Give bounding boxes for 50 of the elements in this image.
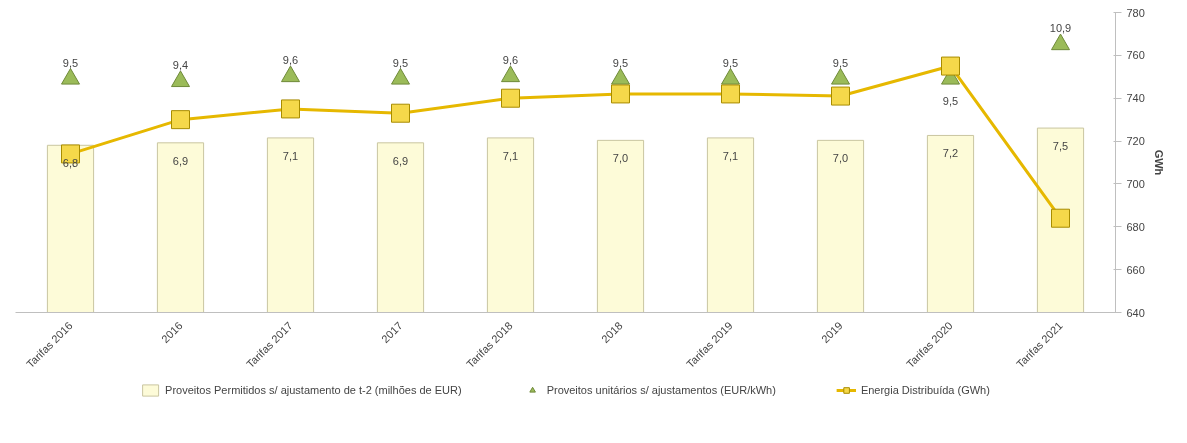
point	[1051, 33, 1070, 51]
data-label: 7,0	[612, 152, 629, 165]
point	[831, 68, 850, 85]
point	[721, 68, 740, 85]
bar	[486, 137, 535, 313]
bar	[926, 134, 975, 313]
point	[171, 70, 190, 88]
point	[391, 68, 410, 85]
data-label: 9,4	[172, 59, 189, 72]
data-label: 9,5	[392, 56, 409, 69]
bar	[1036, 127, 1085, 313]
y2-tick-label: 720	[1126, 135, 1145, 148]
legend-label: Proveitos unitários s/ ajustamentos (EUR/kWh)	[546, 383, 776, 397]
point	[611, 68, 630, 85]
y2-axis-title: GWh	[1152, 149, 1165, 176]
y2-tick-label: 760	[1126, 49, 1145, 62]
data-label: 6,9	[392, 154, 409, 167]
data-label: 9,5	[612, 56, 629, 69]
bar	[596, 139, 645, 313]
data-label: 6,9	[172, 154, 189, 167]
data-label: 9,5	[832, 56, 849, 69]
bar	[376, 142, 425, 313]
data-label: 9,6	[502, 54, 519, 67]
data-label: 7,5	[1052, 140, 1069, 153]
y2-tick-label: 700	[1126, 177, 1145, 190]
y2-tick-label: 680	[1126, 220, 1145, 233]
data-label: 10,9	[1049, 22, 1072, 35]
data-label: 9,5	[942, 94, 959, 107]
y2-tick-label: 640	[1126, 306, 1145, 319]
point	[61, 68, 80, 85]
bar	[706, 137, 755, 313]
bar	[156, 142, 205, 313]
point	[501, 65, 520, 83]
data-label: 9,6	[282, 54, 299, 67]
bar	[266, 137, 315, 313]
bar	[46, 144, 95, 313]
data-label: 7,0	[832, 152, 849, 165]
data-label: 7,2	[942, 147, 959, 160]
data-label: 9,5	[62, 56, 79, 69]
y2-tick-label: 660	[1126, 263, 1145, 276]
legend-label: Energia Distribuída (GWh)	[860, 383, 990, 397]
data-label: 7,1	[502, 149, 519, 162]
data-label: 7,1	[282, 149, 299, 162]
bar	[816, 139, 865, 313]
legend-label: Proveitos Permitidos s/ ajustamento de t-2 (milhões de EUR)	[165, 383, 462, 397]
data-label: 7,1	[722, 149, 739, 162]
y2-tick-label: 780	[1126, 6, 1145, 19]
data-label: 9,5	[722, 56, 739, 69]
y2-tick-label: 740	[1126, 92, 1145, 105]
point	[281, 65, 300, 83]
